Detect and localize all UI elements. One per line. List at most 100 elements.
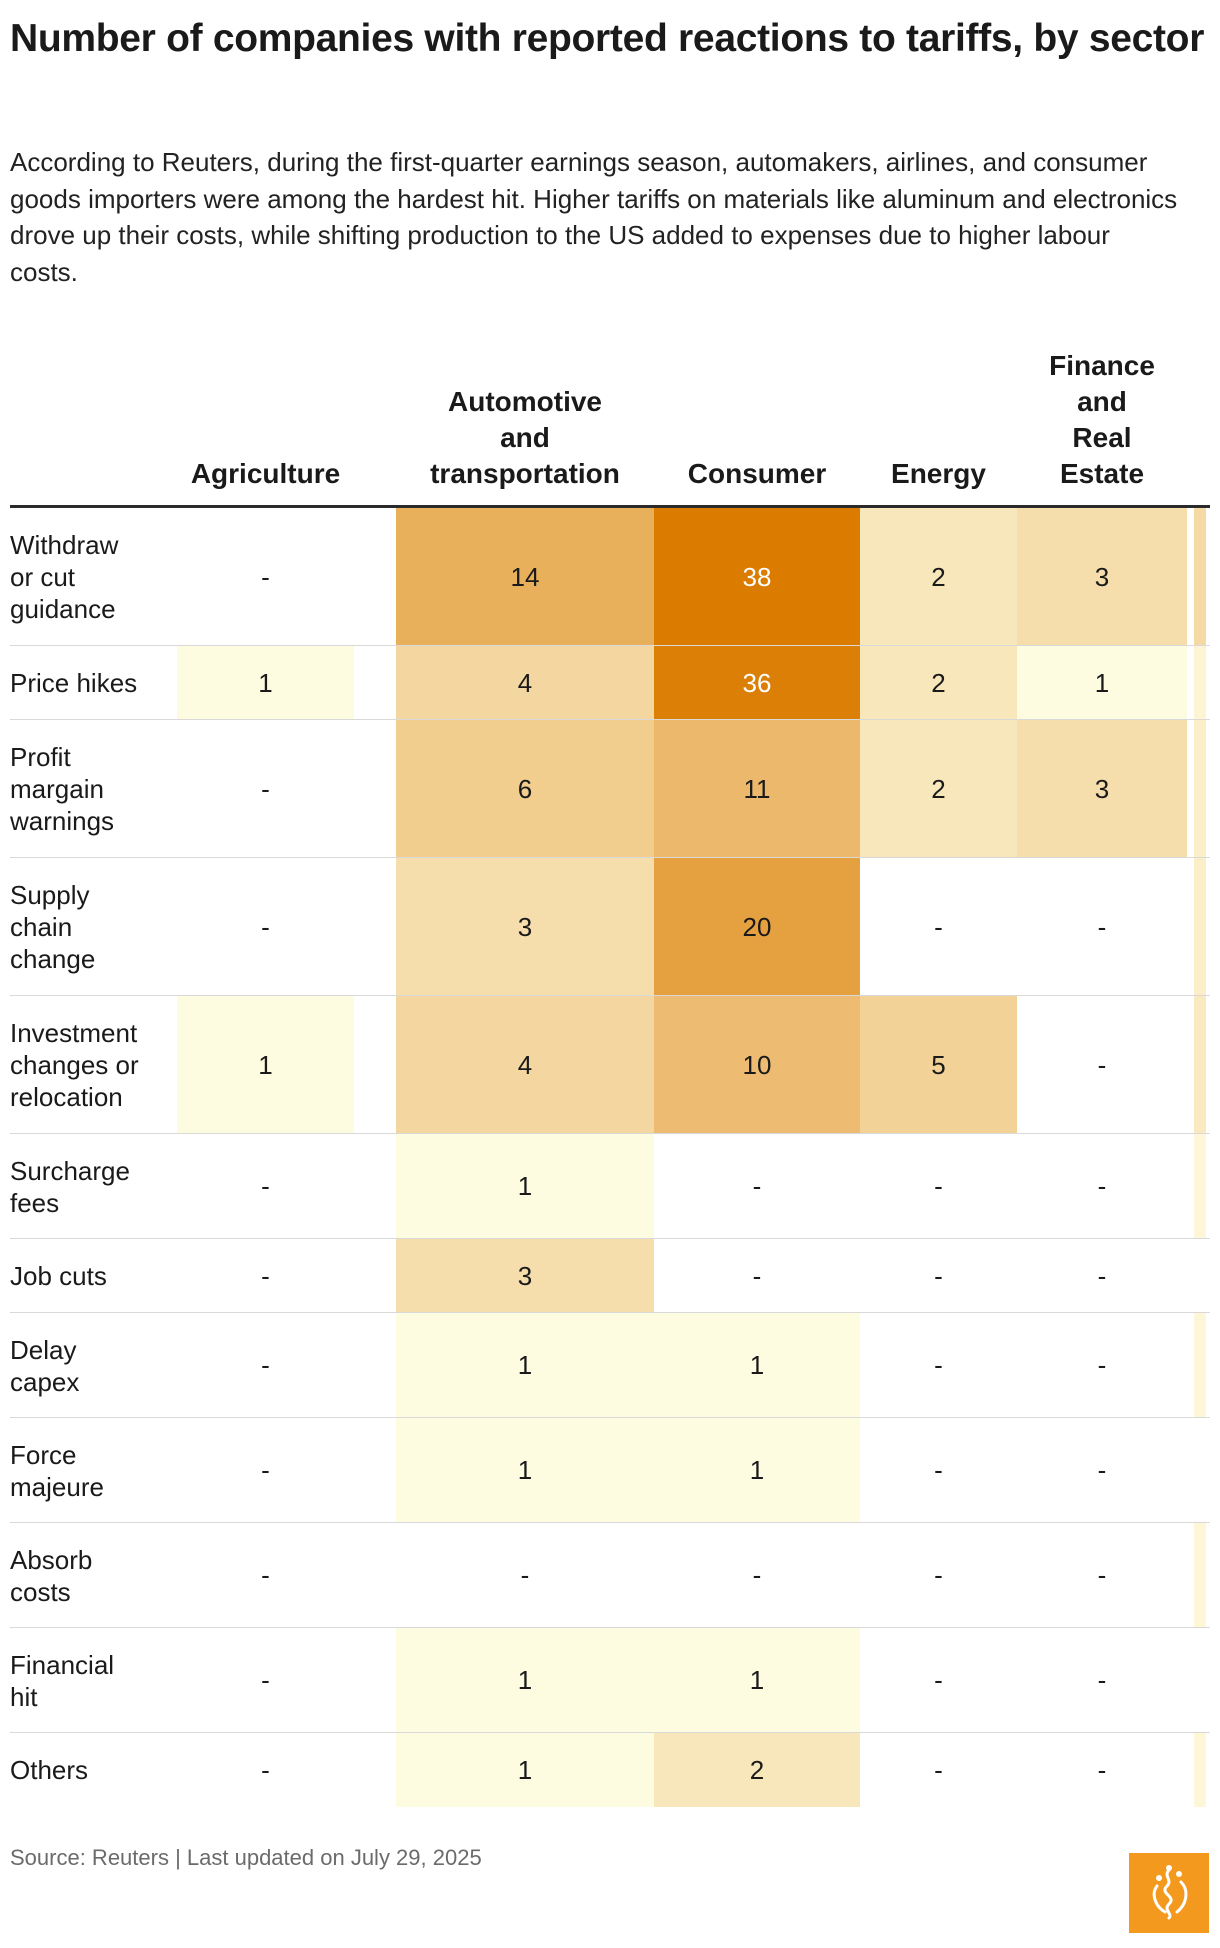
heatmap-cell: 1 — [654, 1313, 860, 1418]
clipped-column-cell — [1194, 1239, 1206, 1313]
header-divider — [10, 505, 1210, 508]
column-header: Finance and Real Estate — [1017, 348, 1187, 492]
column-header-line: Real — [1072, 422, 1132, 453]
heatmap-cell: - — [261, 1560, 270, 1590]
heatmap-cell: - — [752, 1260, 762, 1291]
table-row: Surcharge fees - 1 - - - — [10, 1134, 1210, 1239]
row-label-line: margain — [10, 774, 104, 804]
row-label-line: hit — [10, 1681, 38, 1712]
column-header: Agriculture — [177, 456, 354, 492]
row-label-line: majeure — [10, 1471, 104, 1502]
table-row: Price hikes 1 4 36 2 1 — [10, 646, 1210, 720]
row-label-text: Absorb costs — [10, 1544, 92, 1608]
row-label: Supply chain change — [10, 858, 95, 996]
row-label-text: Financial hit — [10, 1649, 114, 1713]
clipped-column-cell — [1194, 858, 1206, 996]
heatmap-cell: - — [1097, 1260, 1107, 1291]
row-label: Withdraw or cut guidance — [10, 508, 118, 646]
column-header: Energy — [860, 456, 1017, 492]
heatmap-cell: 4 — [396, 646, 654, 720]
heatmap-cell: - — [752, 1171, 762, 1201]
row-divider — [10, 1133, 1210, 1134]
row-label: Absorb costs — [10, 1523, 92, 1628]
row-label-line: Financial — [10, 1649, 115, 1680]
column-header-line: Estate — [1059, 458, 1145, 489]
clipped-column-cell — [1194, 508, 1206, 646]
row-label-line: guidance — [10, 594, 116, 624]
heatmap-cell: - — [752, 1560, 762, 1590]
row-label-text: Profit margain warnings — [10, 741, 114, 837]
clipped-column-cell — [1194, 1313, 1206, 1418]
row-label-text: Force majeure — [10, 1439, 104, 1503]
column-header-line: Automotive — [448, 386, 602, 417]
heatmap-cell: - — [934, 1754, 943, 1785]
row-label-line: chain — [10, 912, 73, 942]
row-label: Surcharge fees — [10, 1134, 130, 1239]
row-label-text: Delay capex — [10, 1334, 79, 1398]
table-row: Supply chain change - 3 20 - - — [10, 858, 1210, 996]
heatmap-cell: 1 — [1017, 646, 1187, 720]
clipped-column-cell — [1194, 1418, 1206, 1523]
row-label-line: change — [10, 944, 96, 974]
clipped-column-cell — [1194, 1523, 1206, 1628]
row-label-line: Supply — [10, 880, 90, 910]
column-header-line: and — [1077, 386, 1127, 417]
row-label: Profit margain warnings — [10, 720, 114, 858]
row-label-text: Withdraw or cut guidance — [10, 529, 118, 625]
row-label-line: fees — [10, 1187, 60, 1218]
heatmap-cell: 6 — [396, 720, 654, 858]
heatmap-cell: - — [1097, 911, 1107, 942]
heatmap-cell: - — [1097, 1455, 1107, 1485]
row-label-line: changes or — [10, 1050, 139, 1080]
heatmap-cell: 1 — [396, 1313, 654, 1418]
source-note: Source: Reuters | Last updated on July 2… — [10, 1845, 482, 1870]
heatmap-cell: 1 — [396, 1628, 654, 1733]
heatmap-cell: - — [1097, 1754, 1107, 1785]
row-label: Others — [10, 1733, 88, 1807]
column-header-line: Finance — [1049, 350, 1155, 381]
row-label-text: Others — [10, 1754, 88, 1786]
heatmap-cell: 1 — [177, 646, 354, 720]
heatmap-cell: - — [934, 1350, 943, 1380]
row-label: Financial hit — [10, 1628, 114, 1733]
heatmap-cell: 10 — [654, 996, 860, 1134]
heatmap-cell: - — [934, 1455, 943, 1485]
heatmap-cell: - — [1097, 1171, 1107, 1201]
heatmap-cell: 1 — [396, 1733, 654, 1807]
row-label: Delay capex — [10, 1313, 79, 1418]
heatmap-cell: 14 — [396, 508, 654, 646]
heatmap-cell: 11 — [654, 720, 860, 858]
heatmap-cell: 3 — [396, 858, 654, 996]
table-row: Others - 1 2 - - — [10, 1733, 1210, 1807]
heatmap-cell: 1 — [177, 996, 354, 1134]
row-label-line: or cut — [10, 562, 76, 592]
row-label-line: Surcharge — [10, 1155, 130, 1186]
heatmap-cell: 5 — [860, 996, 1017, 1134]
heatmap-cell: - — [1097, 1049, 1107, 1080]
heatmap-cell: - — [261, 773, 270, 804]
heatmap-cell: 4 — [396, 996, 654, 1134]
clipped-column-cell — [1194, 720, 1206, 858]
heatmap-cell: - — [1097, 1560, 1107, 1590]
column-header: Consumer — [654, 456, 860, 492]
row-label-text: Supply chain change — [10, 879, 95, 975]
table-row: Delay capex - 1 1 - - — [10, 1313, 1210, 1418]
row-label-line: Profit — [10, 742, 71, 772]
heatmap-cell: 1 — [396, 1418, 654, 1523]
row-divider — [10, 1417, 1210, 1418]
table-row: Absorb costs - - - - - — [10, 1523, 1210, 1628]
row-label: Job cuts — [10, 1239, 107, 1313]
heatmap-cell: - — [261, 1171, 270, 1201]
al-jazeera-logo-icon — [1129, 1853, 1209, 1933]
row-label-line: Force — [10, 1439, 77, 1470]
heatmap-cell: 2 — [860, 646, 1017, 720]
row-divider — [10, 719, 1210, 720]
column-header-line: Consumer — [687, 458, 827, 489]
row-label-text: Surcharge fees — [10, 1155, 130, 1219]
clipped-column-cell — [1194, 1733, 1206, 1807]
row-label: Investment changes or relocation — [10, 996, 139, 1134]
heatmap-cell: - — [261, 1260, 270, 1291]
heatmap-cell: - — [934, 1260, 943, 1291]
heatmap-cell: 36 — [654, 646, 860, 720]
chart-title: Number of companies with reported reacti… — [10, 17, 1205, 60]
